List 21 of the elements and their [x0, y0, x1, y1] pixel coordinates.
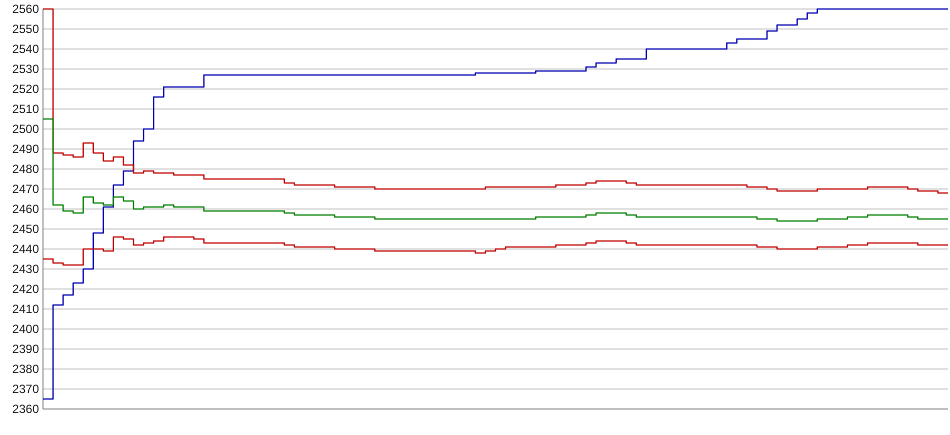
y-tick-label: 2460 [12, 202, 40, 216]
y-tick-label: 2470 [12, 182, 40, 196]
y-tick-label: 2400 [12, 322, 40, 336]
y-tick-label: 2520 [12, 82, 40, 96]
y-tick-label: 2530 [12, 62, 40, 76]
y-tick-label: 2360 [12, 402, 40, 416]
y-tick-label: 2510 [12, 102, 40, 116]
y-tick-label: 2550 [12, 22, 40, 36]
y-tick-label: 2490 [12, 142, 40, 156]
y-tick-label: 2390 [12, 342, 40, 356]
y-tick-label: 2410 [12, 302, 40, 316]
y-tick-label: 2370 [12, 382, 40, 396]
y-tick-label: 2430 [12, 262, 40, 276]
y-tick-label: 2540 [12, 42, 40, 56]
y-tick-label: 2500 [12, 122, 40, 136]
y-tick-label: 2440 [12, 242, 40, 256]
y-tick-label: 2480 [12, 162, 40, 176]
y-tick-label: 2380 [12, 362, 40, 376]
y-tick-label: 2560 [12, 2, 40, 16]
y-tick-label: 2420 [12, 282, 40, 296]
y-tick-label: 2450 [12, 222, 40, 236]
